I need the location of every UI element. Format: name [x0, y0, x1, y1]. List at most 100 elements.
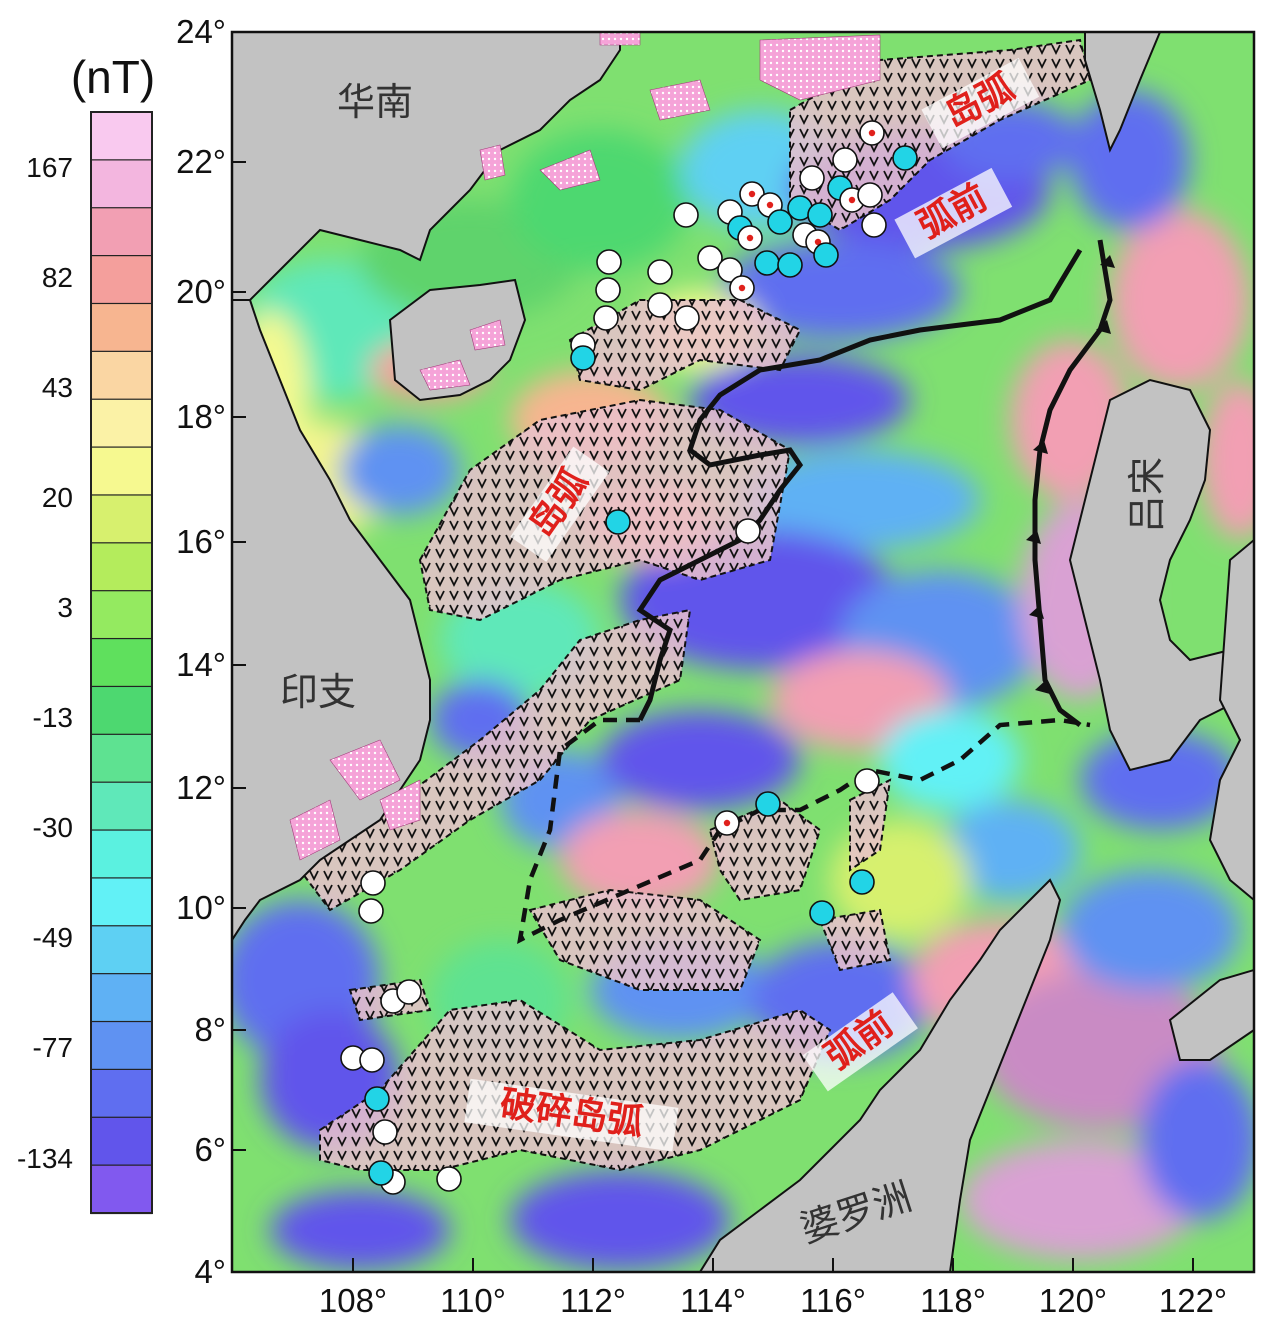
place-label-indochina: 印支 — [280, 670, 356, 714]
colorbar-cell — [90, 637, 153, 688]
colorbar-cell — [90, 829, 153, 880]
longitude-labels: 108° 110° 112° 114° 116° 118° 120° 122° — [319, 1282, 1227, 1319]
colorbar-cell — [90, 1020, 153, 1071]
sample-point-white — [372, 1119, 398, 1145]
colorbar-cell — [90, 398, 153, 449]
lat-label: 4° — [194, 1253, 226, 1290]
colorbar-tick: 43 — [42, 372, 73, 403]
sample-point-white — [596, 249, 622, 275]
sample-point-cyan — [813, 242, 839, 268]
lon-label: 120° — [1039, 1282, 1107, 1319]
sample-point-center-dot — [723, 819, 731, 827]
sample-point-center-dot — [814, 238, 822, 246]
colorbar-cell — [90, 207, 153, 257]
sample-point-white — [360, 870, 386, 896]
sample-point-white — [647, 292, 673, 318]
lat-label: 24° — [176, 13, 226, 50]
sample-point-cyan — [892, 145, 918, 171]
colorbar-cells — [90, 111, 153, 1215]
lat-label: 6° — [194, 1131, 226, 1168]
sample-point-white — [595, 277, 621, 303]
colorbar-cell — [90, 350, 153, 401]
colorbar-cell — [90, 590, 153, 640]
colorbar-cell — [90, 494, 153, 544]
place-label-south-china: 华南 — [337, 80, 413, 124]
colorbar-cell — [90, 255, 153, 305]
trench-teeth — [1026, 255, 1115, 694]
sample-point-white — [854, 768, 880, 794]
sample-point-center-dot — [868, 129, 876, 137]
sample-point-white — [735, 518, 761, 544]
land-visayas — [1208, 538, 1254, 902]
colorbar-cell — [90, 302, 153, 353]
region-labels: 岛弧 弧前 岛弧 弧前 破碎岛弧 — [464, 57, 1040, 1152]
sample-point-white — [861, 212, 887, 238]
axis-tick-marks — [232, 31, 1194, 1272]
sample-point-cyan — [605, 509, 631, 535]
sample-point-center-dot — [746, 234, 754, 242]
lon-label: 110° — [440, 1282, 506, 1319]
sample-point-cyan — [755, 791, 781, 817]
sample-point-white — [717, 257, 743, 283]
place-label-luzon: 吕宋 — [1125, 457, 1169, 533]
colorbar-tick: -13 — [33, 702, 73, 733]
colorbar-cell — [90, 685, 153, 736]
colorbar-cell — [90, 733, 153, 784]
boundary-line-solid — [636, 248, 1083, 722]
colorbar-cell — [90, 925, 153, 975]
sample-point-cyan — [809, 900, 835, 926]
colorbar-cell — [90, 1116, 153, 1167]
colorbar-cell — [90, 446, 153, 497]
colorbar-tick: 167 — [26, 152, 73, 183]
sample-point-white — [857, 182, 883, 208]
colorbar-ticks: 167 82 43 20 3 -13 -30 -49 -77 -134 — [17, 152, 73, 1174]
sample-point-white — [832, 147, 858, 173]
sample-point-white — [593, 305, 619, 331]
colorbar-tick: -77 — [33, 1032, 73, 1063]
sample-point-center-dot — [848, 196, 856, 204]
colorbar-cell — [90, 973, 153, 1023]
land-anomaly-patches — [289, 32, 881, 861]
sample-point-white — [674, 305, 700, 331]
sample-point-cyan — [364, 1086, 390, 1112]
sample-point-center-dot — [738, 284, 746, 292]
sample-point-cyan — [570, 345, 596, 371]
land-south-china — [232, 32, 621, 301]
colorbar-cell — [90, 1068, 153, 1119]
map-frame — [230, 30, 1256, 1274]
lat-label: 8° — [194, 1011, 226, 1048]
lat-label: 14° — [176, 646, 226, 683]
lat-label: 16° — [176, 523, 226, 560]
colorbar-cell — [90, 781, 153, 832]
land-borneo — [698, 878, 1062, 1272]
sample-point-white — [396, 979, 422, 1005]
sample-point-cyan — [849, 869, 875, 895]
land-palawan-tip — [1168, 968, 1254, 1061]
sample-point-white — [673, 202, 699, 228]
colorbar-cell — [90, 542, 153, 592]
colorbar-cell — [90, 1164, 153, 1215]
lat-label: 18° — [176, 398, 226, 435]
lon-label: 114° — [680, 1282, 746, 1319]
colorbar-cell — [90, 111, 153, 161]
colorbar-unit: (nT) — [71, 51, 155, 103]
sample-point-white — [358, 898, 384, 924]
colorbar-cell — [90, 159, 153, 209]
sample-point-cyan — [368, 1160, 394, 1186]
lat-label: 10° — [176, 889, 226, 926]
sample-point-cyan — [767, 209, 793, 235]
lon-label: 122° — [1159, 1282, 1227, 1319]
lon-label: 118° — [920, 1282, 986, 1319]
colorbar-tick: -30 — [33, 812, 73, 843]
sample-point-white — [436, 1166, 462, 1192]
lat-label: 12° — [176, 769, 226, 806]
map-panel: 岛弧 弧前 岛弧 弧前 破碎岛弧 — [176, 13, 1256, 1319]
sample-point-white — [799, 165, 825, 191]
sample-point-white — [359, 1047, 385, 1073]
latitude-labels: 24° 22° 20° 18° 16° 14° 12° 10° 8° 6° 4° — [176, 13, 226, 1290]
sample-points — [340, 120, 918, 1195]
lat-label: 20° — [176, 273, 226, 310]
sample-point-center-dot — [748, 190, 756, 198]
colorbar-cell — [90, 877, 153, 927]
